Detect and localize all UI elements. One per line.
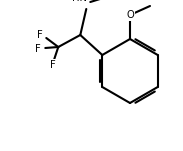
- Text: F: F: [50, 60, 56, 70]
- Text: HN: HN: [72, 0, 87, 3]
- Text: F: F: [36, 44, 41, 54]
- Text: F: F: [37, 30, 43, 40]
- Text: O: O: [126, 10, 134, 20]
